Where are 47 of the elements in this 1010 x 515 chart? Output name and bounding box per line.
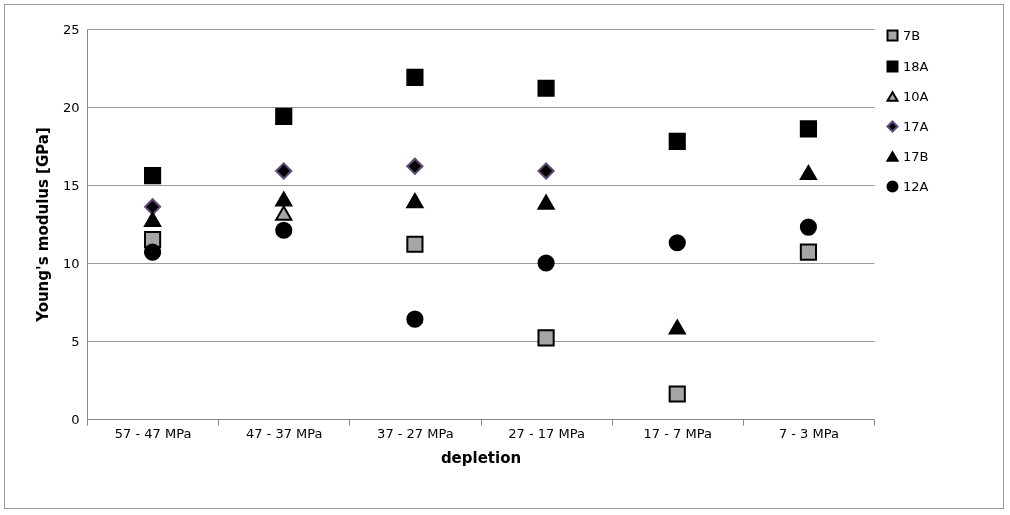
legend-label: 7B (903, 27, 921, 43)
point (799, 243, 817, 261)
y-axis-title: Young's modulus [GPa] (33, 127, 52, 323)
point (537, 194, 555, 210)
point (144, 167, 162, 185)
point (144, 243, 162, 261)
x-tick-label: 17 - 7 MPa (643, 425, 712, 441)
x-tick-label: 37 - 27 MPa (377, 425, 454, 441)
point (668, 132, 686, 150)
legend-label: 10A (903, 88, 929, 104)
legend-label: 18A (903, 58, 929, 74)
point (275, 205, 293, 221)
x-axis-title: depletion (440, 448, 522, 467)
point (668, 319, 686, 335)
point (275, 107, 293, 125)
point (275, 221, 293, 239)
point (799, 218, 817, 236)
point (406, 235, 424, 253)
point (799, 120, 817, 138)
legend-label: 17B (903, 148, 929, 164)
x-tick-label: 7 - 3 MPa (778, 425, 839, 441)
point (406, 310, 424, 328)
point (799, 164, 817, 181)
point (275, 162, 293, 180)
y-tick-label: 5 (71, 333, 80, 349)
legend-label: 12A (903, 178, 929, 194)
y-tick-label: 20 (62, 99, 80, 115)
point (406, 68, 424, 86)
x-tick-label: 47 - 37 MPa (245, 425, 323, 441)
point (668, 385, 686, 403)
point (275, 191, 293, 207)
point (537, 162, 555, 180)
y-tick-label: 15 (62, 177, 80, 193)
point (537, 329, 555, 347)
legend-label: 17A (903, 118, 929, 134)
y-tick-label: 25 (62, 21, 80, 37)
point (406, 193, 424, 209)
x-tick-label: 57 - 47 MPa (114, 425, 192, 441)
y-tick-label: 0 (71, 411, 80, 427)
point (668, 234, 686, 252)
y-tick-label: 10 (62, 255, 80, 271)
point (537, 79, 555, 97)
x-tick-label: 27 - 17 MPa (508, 425, 585, 441)
point (406, 157, 424, 175)
point (537, 254, 555, 272)
point (144, 211, 162, 227)
point (144, 198, 162, 216)
